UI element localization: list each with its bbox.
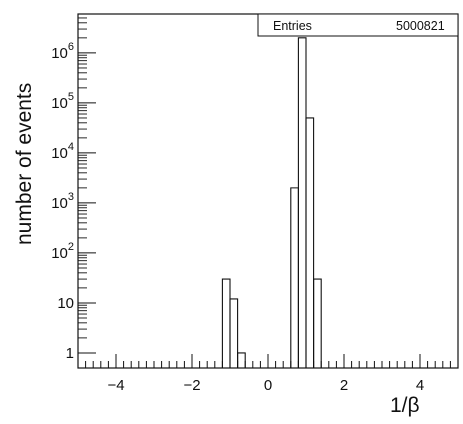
histogram-bar — [313, 278, 322, 368]
y-axis-title: number of events — [13, 83, 36, 245]
y-tick-label: 104 — [51, 141, 74, 162]
x-tick-label: 0 — [264, 377, 272, 394]
histogram-bar — [221, 278, 231, 368]
y-tick-label: 103 — [51, 191, 74, 212]
y-tick-label: 105 — [51, 91, 74, 112]
x-tick-label: −2 — [183, 377, 200, 394]
x-tick-label: 2 — [340, 377, 348, 394]
histogram-bar — [305, 117, 315, 368]
y-tick-label: 106 — [51, 41, 74, 62]
y-tick-label: 1 — [66, 345, 74, 362]
plot-frame — [77, 13, 459, 369]
histogram-bar — [297, 37, 307, 368]
x-axis-title: 1/β — [390, 394, 420, 417]
stats-entries-label: Entries — [273, 19, 312, 33]
histogram-bar — [229, 298, 239, 368]
y-tick-label: 102 — [51, 241, 74, 262]
histogram-bar — [237, 352, 246, 368]
stats-box: Entries 5000821 — [257, 13, 459, 37]
x-tick-label: −4 — [107, 377, 124, 394]
histogram-bar — [290, 187, 299, 368]
stats-entries-value: 5000821 — [396, 19, 445, 33]
y-tick-label: 10 — [57, 295, 74, 312]
x-tick-label: 4 — [416, 377, 424, 394]
